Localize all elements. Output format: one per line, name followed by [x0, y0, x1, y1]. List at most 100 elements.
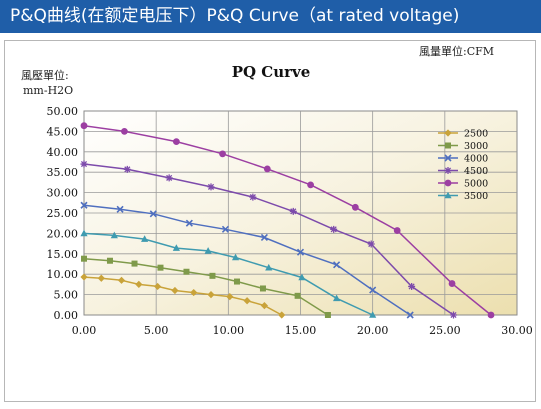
data-point-4000	[116, 205, 124, 213]
data-point-4000	[333, 261, 341, 269]
y-tick-label: 10.00	[47, 268, 79, 281]
data-point-3000	[324, 312, 331, 318]
data-point-3500	[80, 229, 88, 237]
series-line-4500	[83, 163, 454, 316]
series-4500	[80, 160, 457, 319]
x-tick-label: 20.00	[357, 324, 389, 337]
data-point-4000	[296, 248, 305, 256]
legend-item-5000: 5000	[438, 179, 488, 190]
series-line-3500	[83, 232, 374, 316]
data-point-4500	[80, 160, 88, 168]
data-point-3500	[172, 244, 180, 251]
data-point-5000	[219, 150, 226, 158]
series-line-2500	[83, 276, 283, 316]
data-point-2500	[260, 302, 269, 310]
x-axis-label: 風量單位:CFM	[419, 44, 494, 58]
legend-label: 4000	[464, 154, 488, 165]
legend-marker	[444, 154, 452, 162]
y-tick-label: 25.00	[47, 207, 79, 220]
data-point-3000	[233, 278, 240, 285]
series-3000	[81, 255, 331, 318]
y-axis-label-line2: mm-H2O	[23, 84, 73, 97]
y-tick-label: 45.00	[47, 125, 79, 138]
header-bar: P&Q曲线(在额定电压下）P&Q Curve（at rated voltage)	[0, 0, 541, 33]
data-point-5000	[487, 311, 495, 319]
data-point-3500	[369, 311, 377, 318]
series-3500	[80, 229, 377, 318]
y-tick-label: 20.00	[47, 227, 79, 240]
data-point-5000	[393, 227, 401, 234]
series-line-4000	[83, 204, 411, 316]
data-point-5000	[351, 203, 359, 211]
data-point-4500	[123, 165, 131, 173]
y-tick-label: 0.00	[54, 309, 79, 322]
legend-marker	[444, 129, 452, 137]
data-point-2500	[278, 311, 286, 319]
legend-item-4000: 4000	[438, 154, 488, 165]
y-tick-label: 15.00	[47, 248, 79, 261]
legend-label: 4500	[464, 166, 488, 177]
y-tick-label: 35.00	[47, 166, 79, 179]
data-point-3500	[141, 235, 149, 242]
data-point-2500	[117, 276, 126, 284]
data-point-4500	[408, 282, 416, 290]
x-tick-label: 25.00	[429, 324, 461, 337]
data-point-4000	[149, 210, 157, 218]
data-point-3500	[204, 247, 212, 254]
x-tick-label: 5.00	[144, 324, 169, 337]
legend-label: 2500	[464, 129, 488, 140]
series-5000	[80, 122, 495, 319]
data-point-4500	[330, 225, 338, 233]
data-point-3000	[157, 264, 164, 271]
data-point-2500	[154, 282, 162, 291]
data-point-2500	[190, 288, 198, 297]
x-tick-label: 15.00	[285, 324, 317, 337]
data-point-3000	[106, 257, 113, 264]
data-point-4500	[165, 174, 173, 182]
data-point-4500	[449, 311, 457, 319]
data-point-3000	[209, 272, 216, 279]
legend-item-3500: 3500	[438, 191, 488, 202]
legend-marker	[444, 179, 452, 187]
data-point-3500	[332, 294, 341, 302]
legend-item-2500: 2500	[438, 129, 488, 140]
data-point-2500	[226, 293, 234, 301]
data-point-4500	[207, 183, 215, 191]
x-tick-label: 10.00	[213, 324, 245, 337]
series-4000	[80, 201, 414, 319]
legend-item-4500: 4500	[438, 166, 488, 177]
data-point-5000	[80, 122, 88, 130]
y-tick-label: 50.00	[47, 105, 79, 118]
y-tick-label: 40.00	[47, 146, 79, 159]
data-point-3000	[294, 292, 301, 299]
data-point-2500	[243, 297, 251, 305]
legend-label: 3000	[464, 141, 488, 152]
data-point-3500	[298, 273, 306, 281]
x-tick-label: 30.00	[501, 324, 533, 337]
data-point-3000	[183, 268, 190, 275]
series-line-5000	[83, 124, 492, 316]
header-title: P&Q曲线(在额定电压下）P&Q Curve（at rated voltage)	[10, 6, 460, 26]
legend-label: 3500	[464, 191, 488, 202]
data-point-4000	[80, 201, 88, 209]
legend-item-3000: 3000	[438, 141, 488, 152]
data-point-3500	[110, 231, 118, 239]
legend-marker	[445, 142, 451, 149]
series-line-3000	[83, 257, 329, 316]
legend-marker	[444, 191, 452, 199]
data-point-3500	[231, 253, 240, 261]
y-axis-label-line1: 風壓單位:	[21, 68, 69, 82]
data-point-5000	[448, 280, 456, 287]
data-point-3500	[265, 263, 273, 271]
data-point-3000	[131, 260, 138, 267]
pq-curve-chart: 0.00 5.00 10.00 15.00 20.00 25.00 30.00 35.00 40…	[21, 44, 533, 337]
data-point-4000	[221, 225, 230, 233]
chart-title: PQ Curve	[232, 63, 311, 81]
data-point-5000	[121, 128, 128, 135]
y-tick-label: 30.00	[47, 187, 79, 200]
data-point-5000	[263, 165, 271, 173]
data-point-5000	[307, 181, 315, 189]
data-point-4500	[367, 240, 375, 248]
data-point-5000	[172, 138, 180, 145]
data-point-4500	[289, 207, 297, 215]
